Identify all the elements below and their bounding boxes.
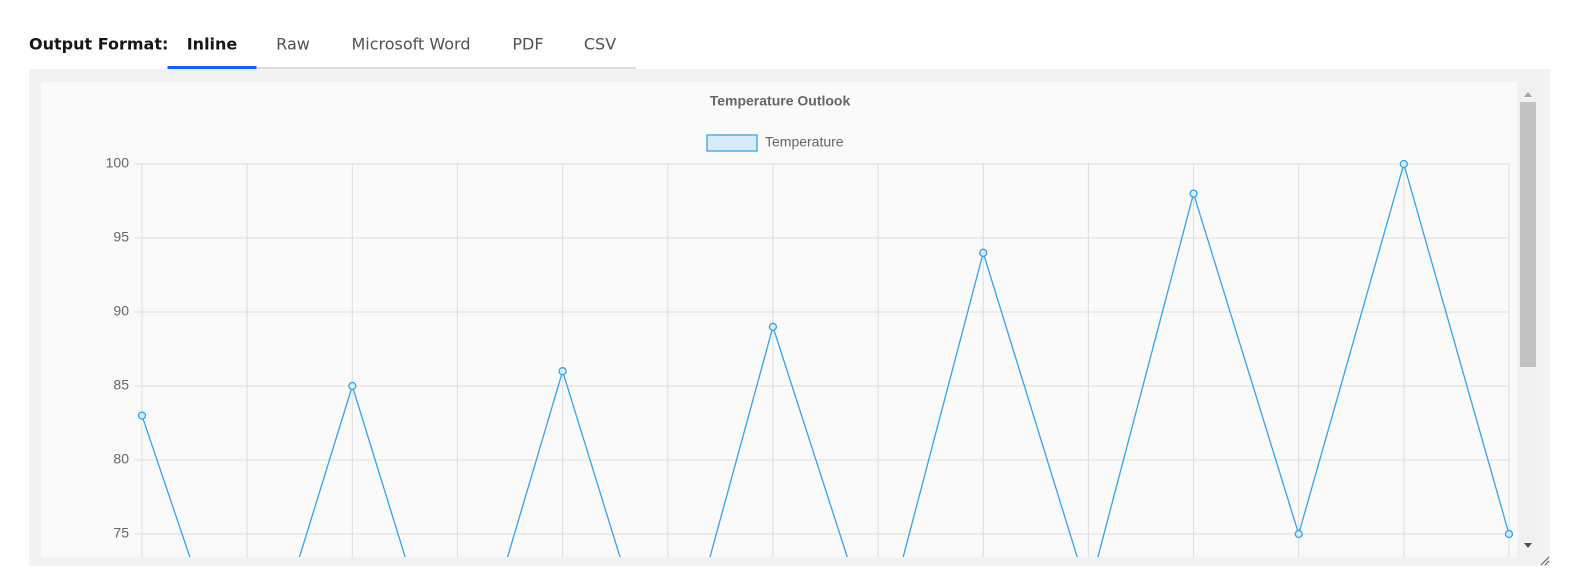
y-tick-label: 80 (113, 451, 129, 467)
y-tick-label: 90 (113, 303, 129, 319)
scroll-up[interactable] (1524, 92, 1532, 97)
tab[interactable]: CSV (584, 35, 616, 54)
point (979, 248, 988, 257)
y-tick-label: 100 (106, 155, 130, 171)
point (1294, 529, 1303, 539)
tab[interactable]: Inline (187, 35, 238, 54)
resize-handle[interactable] (1540, 556, 1550, 566)
point (768, 322, 778, 331)
scrollbar-thumb[interactable] (1520, 102, 1536, 367)
point (1504, 529, 1514, 539)
y-tick-label: 95 (113, 229, 129, 245)
chart (134, 159, 1514, 557)
line (141, 161, 1510, 557)
format-label: Output Format: (29, 35, 168, 54)
chart-area (41, 82, 1517, 557)
tab-indicator (167, 66, 257, 69)
point (348, 381, 357, 391)
y-tick-label: 85 (113, 377, 129, 393)
tab[interactable]: Raw (276, 35, 310, 54)
legend-swatch (706, 134, 758, 152)
point (1189, 189, 1198, 198)
tab[interactable]: PDF (512, 35, 543, 54)
chart-title: Temperature Outlook (710, 93, 851, 109)
legend-label: Temperature (765, 134, 844, 150)
y-tick-label: 75 (113, 525, 129, 541)
scroll-down[interactable] (1524, 543, 1532, 548)
tab-bar: Inline Raw Microsoft Word PDF CSV (167, 35, 616, 69)
point (558, 367, 567, 376)
point (137, 411, 147, 420)
tab[interactable]: Microsoft Word (351, 35, 470, 54)
point (1399, 159, 1408, 169)
